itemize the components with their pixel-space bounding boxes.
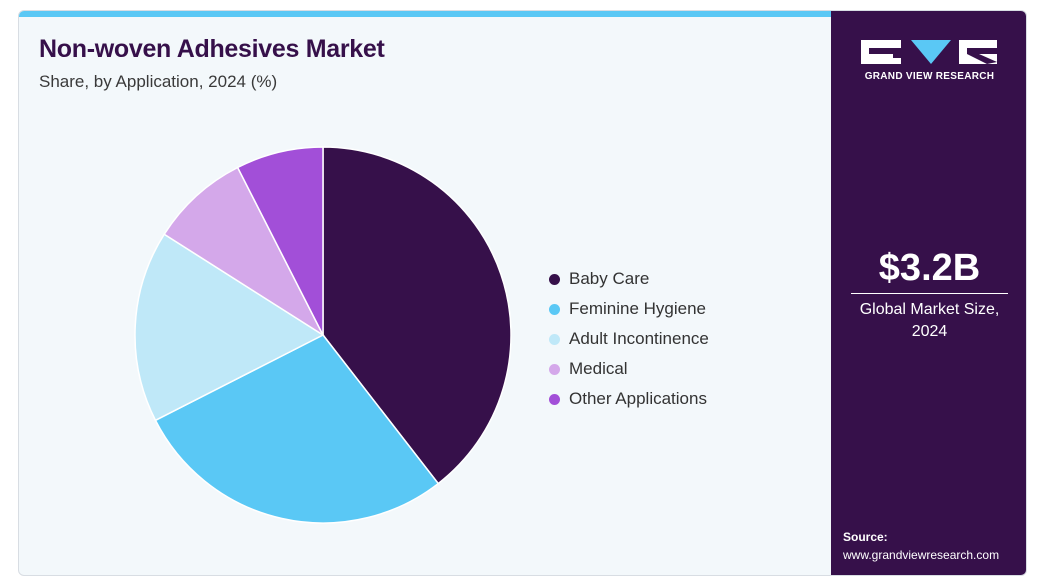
legend-label: Other Applications xyxy=(569,389,707,408)
legend-label: Adult Incontinence xyxy=(569,329,709,348)
sidebar-panel: GRAND VIEW RESEARCH $3.2B Global Market … xyxy=(831,11,1026,575)
legend-swatch xyxy=(549,273,560,285)
legend-item: Adult Incontinence xyxy=(549,324,709,354)
pie-slice-feminine-hygiene xyxy=(154,334,440,524)
pie-slice-baby-care xyxy=(322,146,512,485)
accent-bar xyxy=(19,11,831,17)
chart-subtitle: Share, by Application, 2024 (%) xyxy=(39,72,278,91)
legend-item: Other Applications xyxy=(549,384,709,414)
legend-swatch xyxy=(549,393,560,405)
legend-item: Baby Care xyxy=(549,264,709,294)
pie-slice-medical xyxy=(163,166,325,338)
legend-label: Medical xyxy=(569,359,628,378)
logo-wordmark: GRAND VIEW RESEARCH xyxy=(864,71,995,82)
source-link[interactable]: www.grandviewresearch.com xyxy=(843,548,1000,562)
market-size-value: $3.2B xyxy=(878,247,981,289)
source-label: Source: xyxy=(843,530,888,544)
legend-swatch xyxy=(549,363,560,375)
legend-label: Feminine Hygiene xyxy=(569,299,707,318)
chart-legend: Baby Care Feminine Hygiene Adult Incontine… xyxy=(549,264,709,414)
market-caption-line1: Global Market Size, xyxy=(859,301,1000,318)
chart-title: Non-woven Adhesives Market xyxy=(39,35,385,63)
divider xyxy=(851,293,1008,294)
pie-slice-other-applications xyxy=(236,146,324,336)
legend-item: Feminine Hygiene xyxy=(549,294,709,324)
legend-swatch xyxy=(549,303,560,315)
legend-item: Medical xyxy=(549,354,709,384)
pie-chart xyxy=(134,146,512,524)
legend-swatch xyxy=(549,333,560,345)
chart-card: Non-woven Adhesives Market Share, by App… xyxy=(18,10,1027,576)
market-size-caption: Global Market Size, 2024 xyxy=(841,299,1018,343)
legend-label: Baby Care xyxy=(569,269,650,288)
pie-slice-adult-incontinence xyxy=(134,233,325,422)
market-caption-line2: 2024 xyxy=(911,323,948,340)
grand-view-research-logo xyxy=(861,40,997,64)
